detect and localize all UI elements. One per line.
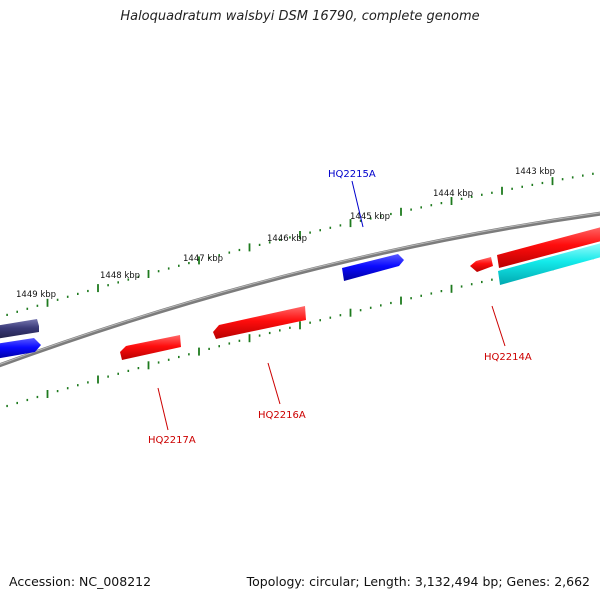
gene-label-hq2214a[interactable]: HQ2214A — [484, 352, 532, 363]
leader-line-hq2215a — [351, 180, 364, 228]
gene-hq2215a[interactable] — [342, 254, 404, 281]
tick-label-1447: 1447 kbp — [183, 254, 223, 264]
gene-reverse-left-blue[interactable] — [0, 338, 41, 359]
gene-hq2217a[interactable] — [120, 335, 181, 360]
leader-line-hq2217a — [157, 387, 169, 431]
tick-label-1443: 1443 kbp — [515, 167, 555, 177]
gene-label-hq2217a[interactable]: HQ2217A — [148, 435, 196, 446]
gene-label-hq2216a[interactable]: HQ2216A — [258, 410, 306, 421]
leader-line-hq2214a — [491, 305, 506, 347]
outer-tick-ring — [6, 172, 594, 316]
tick-label-1449: 1449 kbp — [16, 290, 56, 300]
gene-reverse-cyan-right[interactable] — [498, 242, 600, 285]
gene-label-hq2215a[interactable]: HQ2215A — [328, 169, 376, 180]
tick-label-1446: 1446 kbp — [267, 234, 307, 244]
leader-line-hq2216a — [267, 362, 281, 405]
tick-label-1445: 1445 kbp — [350, 212, 390, 222]
gene-hq2216a[interactable] — [213, 306, 306, 339]
genome-title: Haloquadratum walsbyi DSM 16790, complet… — [120, 9, 480, 24]
gene-forward-red-small[interactable] — [470, 257, 493, 272]
gene-forward-red-right[interactable] — [497, 226, 600, 268]
gene-forward-left-navy[interactable] — [0, 319, 39, 339]
tick-label-1444: 1444 kbp — [433, 189, 473, 199]
accession-text: Accession: NC_008212 — [9, 574, 152, 589]
genome-summary-text: Topology: circular; Length: 3,132,494 bp… — [246, 574, 590, 589]
genome-backbone — [0, 211, 600, 368]
tick-label-1448: 1448 kbp — [100, 271, 140, 281]
genome-backbone-highlight — [0, 212, 600, 365]
